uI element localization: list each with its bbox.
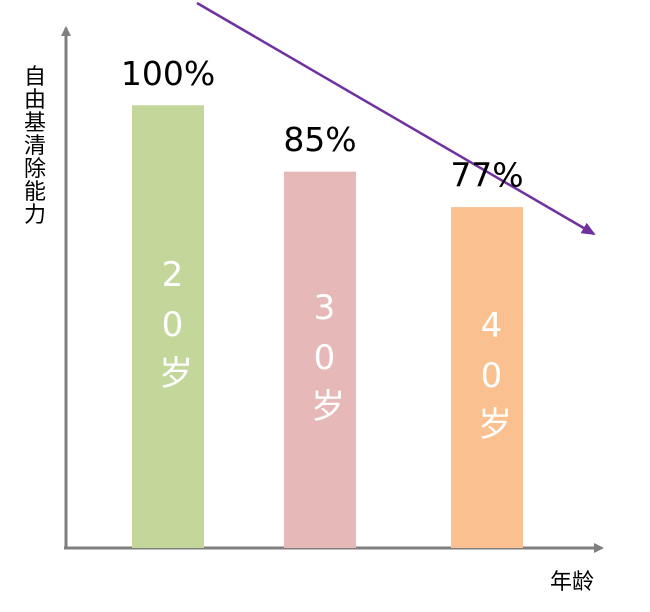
category-label: 20岁 <box>152 254 193 399</box>
category-label: 30岁 <box>304 287 345 432</box>
x-axis-label: 年龄 <box>550 570 594 595</box>
y-axis-label: 自由基清除能力 <box>20 64 45 226</box>
bar <box>284 171 356 548</box>
value-label: 85% <box>283 120 356 159</box>
value-label: 100% <box>121 54 215 93</box>
category-label: 40岁 <box>471 305 512 450</box>
bar <box>451 207 523 549</box>
trend-arrow <box>196 1 596 236</box>
value-label: 77% <box>450 156 523 195</box>
bar <box>132 105 204 548</box>
